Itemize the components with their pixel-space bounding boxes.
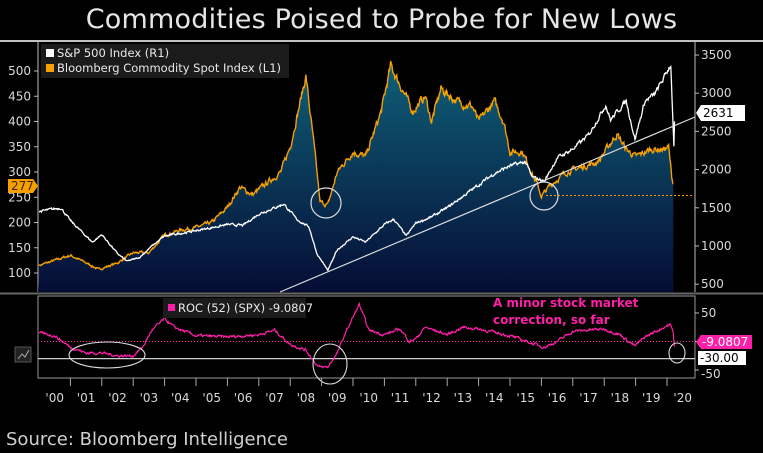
x-tick-label: '07 — [265, 391, 284, 405]
x-tick-label: '18 — [611, 391, 630, 405]
x-tick-label: '09 — [328, 391, 347, 405]
roc-legend-swatch — [168, 304, 175, 311]
svg-text:-30.00: -30.00 — [700, 351, 739, 365]
roc-legend: ROC (52) (SPX) -9.0807 — [163, 298, 313, 318]
x-tick-label: '03 — [140, 391, 159, 405]
right-tick-label: 3500 — [701, 48, 732, 62]
right-tick-label: 1000 — [701, 239, 732, 253]
x-tick-label: '00 — [45, 391, 64, 405]
x-tick-label: '11 — [391, 391, 410, 405]
x-tick-label: '13 — [454, 391, 473, 405]
legend-swatch-commodity — [46, 64, 54, 72]
legend-label-sp500: S&P 500 Index (R1) — [57, 46, 169, 60]
right-tick-label: 2500 — [701, 124, 732, 138]
circle-2009-low — [310, 187, 342, 219]
chart-title: Commodities Poised to Probe for New Lows — [85, 4, 678, 35]
lower-panel: 50 -50 — [37, 295, 721, 385]
x-tick-label: '08 — [297, 391, 316, 405]
circle-2009-roc-low — [312, 343, 348, 385]
svg-text:277: 277 — [11, 179, 34, 193]
left-tick-label: 250 — [8, 190, 31, 204]
x-tick-label: '04 — [171, 391, 190, 405]
x-tick-label: '14 — [485, 391, 504, 405]
left-tick-label: 150 — [8, 241, 31, 255]
svg-text:2631: 2631 — [703, 106, 734, 120]
roc-legend-label: ROC (52) (SPX) -9.0807 — [178, 301, 313, 315]
legend-box — [41, 44, 289, 78]
left-tick-label: 350 — [8, 140, 31, 154]
x-tick-label: '12 — [422, 391, 441, 405]
x-tick-label: '02 — [108, 391, 127, 405]
x-tick-label: '05 — [202, 391, 221, 405]
roc-threshold-tag: -30.00 — [698, 351, 746, 365]
roc-last-value-tag: -9.0807 — [696, 335, 752, 349]
roc-tick-label: -50 — [701, 367, 721, 381]
x-tick-label: '19 — [642, 391, 661, 405]
left-tick-label: 300 — [8, 165, 31, 179]
right-tick-label: 500 — [701, 277, 724, 291]
svg-text:-9.0807: -9.0807 — [702, 335, 748, 349]
right-tick-label: 2000 — [701, 163, 732, 177]
legend: S&P 500 Index (R1) Bloomberg Commodity S… — [41, 44, 289, 78]
sp500-line — [38, 65, 676, 272]
annotation-line-1: A minor stock market — [493, 296, 639, 310]
left-tick-label: 400 — [8, 115, 31, 129]
right-tick-label: 1500 — [701, 201, 732, 215]
x-tick-label: '20 — [673, 391, 692, 405]
legend-swatch-sp500 — [46, 49, 54, 57]
left-tick-label: 200 — [8, 216, 31, 230]
source-note: Source: Bloomberg Intelligence — [6, 429, 288, 450]
commodity-area — [38, 61, 674, 292]
commodity-last-value-tag: 277 — [8, 179, 38, 193]
x-tick-label: '15 — [516, 391, 535, 405]
x-tick-label: '06 — [234, 391, 253, 405]
left-tick-label: 450 — [8, 89, 31, 103]
annotation-line-2: correction, so far — [493, 313, 610, 327]
sp500-last-value-tag: 2631 — [696, 105, 745, 121]
roc-tick-label: 50 — [701, 306, 716, 320]
upper-panel: 100 150 200 250 300 350 400 450 500 500 1000 1500 20… — [0, 42, 763, 295]
circle-2020-roc — [668, 342, 686, 364]
chart-type-icon[interactable] — [14, 346, 32, 363]
left-tick-label: 100 — [8, 266, 31, 280]
sp500-trendline — [279, 116, 696, 293]
left-tick-label: 500 — [8, 64, 31, 78]
ellipse-2001-2002 — [68, 341, 146, 369]
roc-legend-box — [163, 298, 306, 318]
x-axis: '00 '01 '02 '03 '04 '05 '06 '07 '08 '09 '10 '11 '12 '… — [45, 378, 692, 405]
roc-line — [38, 301, 676, 369]
x-tick-label: '01 — [77, 391, 96, 405]
x-tick-label: '16 — [548, 391, 567, 405]
x-tick-label: '10 — [359, 391, 378, 405]
legend-label-commodity: Bloomberg Commodity Spot Index (L1) — [57, 61, 281, 75]
right-tick-label: 3000 — [701, 86, 732, 100]
roc-panel-frame — [37, 295, 696, 379]
x-tick-label: '17 — [579, 391, 598, 405]
